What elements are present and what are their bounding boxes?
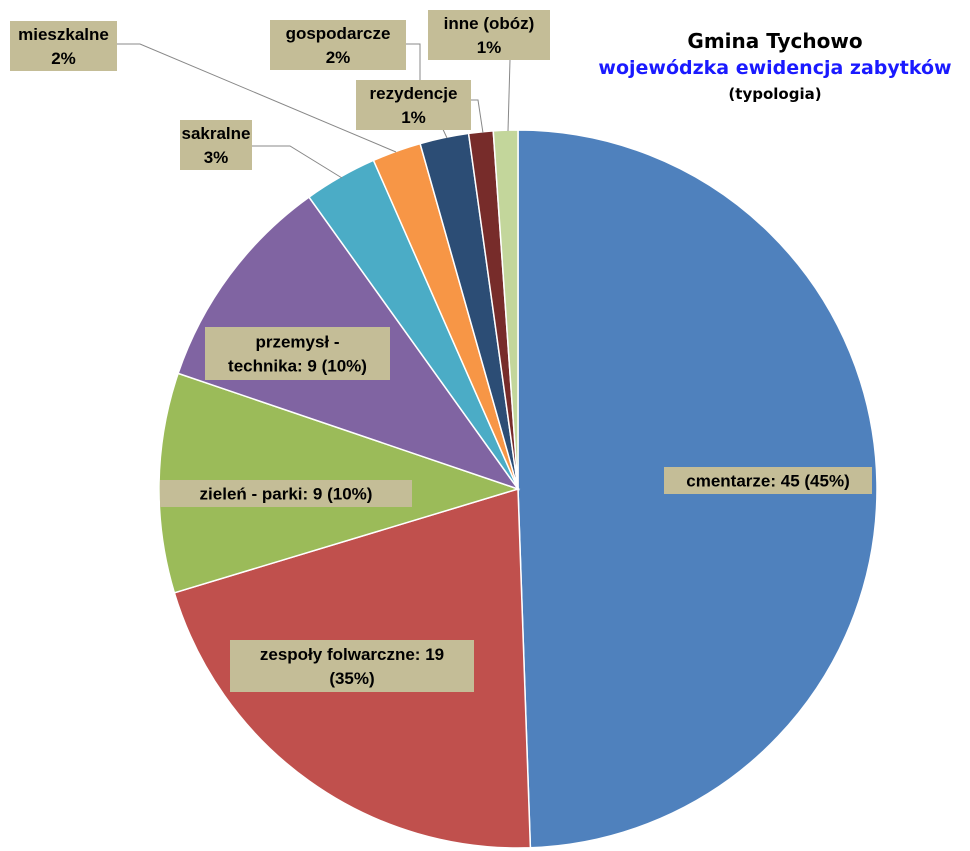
label-box: [428, 10, 550, 60]
label-box: [664, 467, 872, 494]
data-label: sakralne: [182, 124, 251, 143]
data-label: przemysł -: [255, 333, 339, 352]
label-box: [205, 327, 390, 380]
leader-line: [507, 59, 511, 132]
label-box: [160, 480, 412, 507]
data-label: zespoły folwarczne: 19: [260, 645, 444, 664]
data-label: 2%: [51, 49, 76, 68]
label-box: [356, 80, 471, 130]
chart-caption: (typologia): [728, 85, 821, 103]
data-label: technika: 9 (10%): [228, 357, 367, 376]
data-label: rezydencje: [370, 84, 458, 103]
label-box: [10, 21, 117, 71]
label-box: [270, 20, 406, 70]
data-label: 3%: [204, 148, 229, 167]
data-label: gospodarcze: [286, 24, 391, 43]
data-label: zieleń - parki: 9 (10%): [200, 485, 373, 504]
leader-line: [252, 145, 343, 179]
data-label: (35%): [329, 669, 374, 688]
data-label: 2%: [326, 48, 351, 67]
data-labels: cmentarze: 45 (45%) zespoły folwarczne: 1…: [10, 10, 872, 692]
leader-line: [117, 43, 397, 153]
label-box: [230, 640, 474, 692]
data-label: 1%: [477, 38, 502, 57]
data-label: 1%: [401, 108, 426, 127]
pie-slice: [492, 129, 519, 490]
data-label: mieszkalne: [18, 25, 109, 44]
chart-title: Gmina Tychowo: [687, 29, 862, 53]
chart-subtitle: wojewódzka ewidencja zabytków: [598, 57, 951, 79]
data-label: cmentarze: 45 (45%): [686, 472, 849, 491]
label-box: [180, 120, 252, 170]
leader-line: [471, 99, 484, 134]
data-label: inne (obóz): [444, 14, 535, 33]
